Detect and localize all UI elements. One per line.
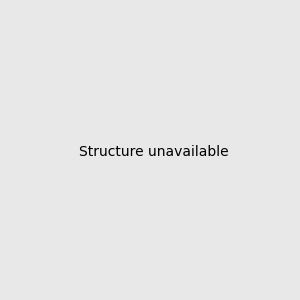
Text: Structure unavailable: Structure unavailable bbox=[79, 145, 229, 158]
